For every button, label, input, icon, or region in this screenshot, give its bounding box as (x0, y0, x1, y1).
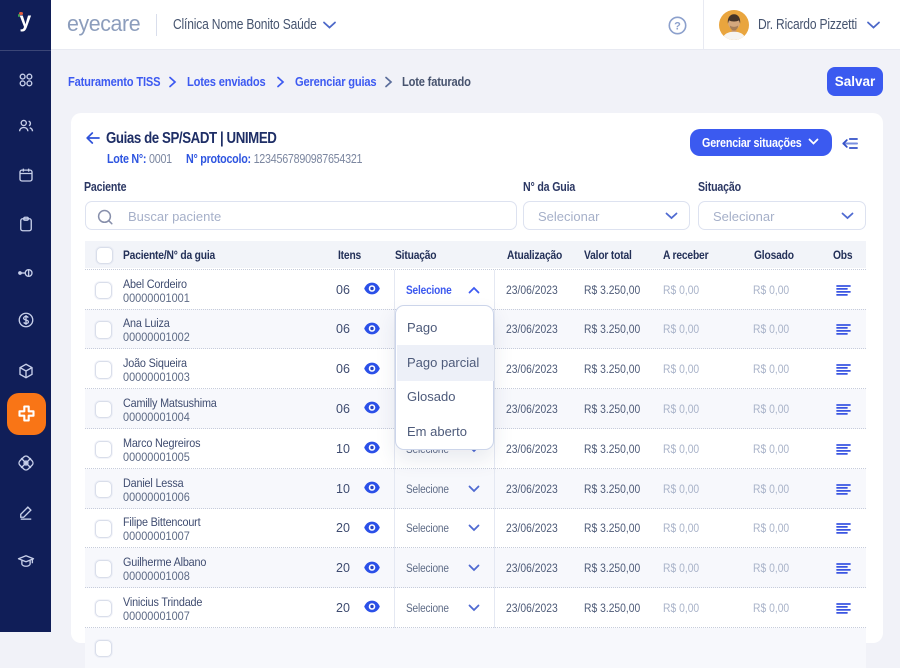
svg-text:?: ? (674, 21, 681, 33)
